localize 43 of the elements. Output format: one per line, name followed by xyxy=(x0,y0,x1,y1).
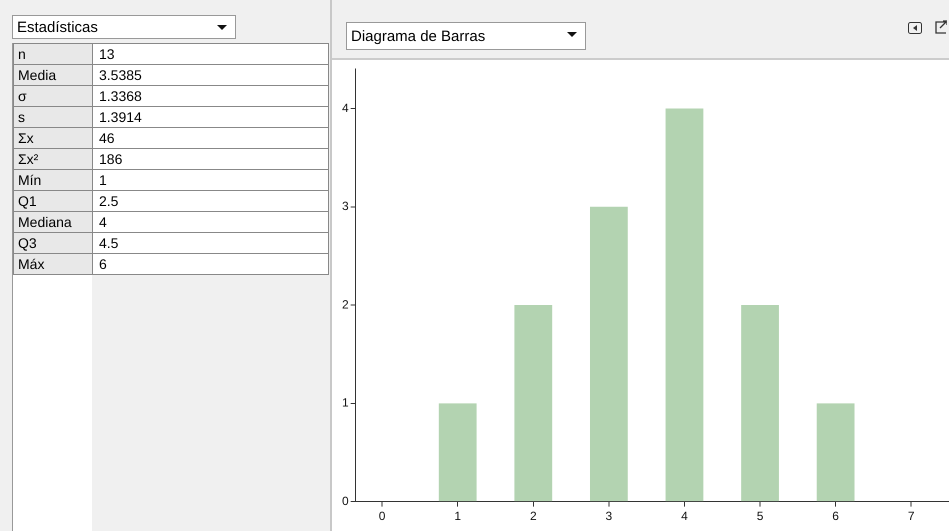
text: 1 xyxy=(92,170,328,190)
text: 2.5 xyxy=(92,190,328,212)
text: 46 xyxy=(92,128,328,148)
text: Estadísticas xyxy=(17,19,98,36)
text: σ xyxy=(14,86,92,106)
x-tick-label: 1 xyxy=(454,509,462,524)
bar xyxy=(666,108,704,502)
x-tick-label: 5 xyxy=(756,509,764,524)
y-tick-label: 3 xyxy=(342,199,349,214)
text: 1.3368 xyxy=(92,86,328,106)
bar xyxy=(514,305,552,502)
text: 1.3914 xyxy=(92,106,328,128)
text: s xyxy=(14,106,92,128)
text: n xyxy=(14,44,92,64)
y-tick-label: 1 xyxy=(342,396,349,410)
x-tick-label: 7 xyxy=(908,509,915,524)
text: 186 xyxy=(92,148,328,170)
text: Máx xyxy=(14,254,92,274)
chart-title: Diagrama de Barras xyxy=(351,28,486,45)
y-tick-label: 0 xyxy=(342,494,349,508)
text: 4.5 xyxy=(92,232,328,254)
text: Mín xyxy=(14,170,92,190)
x-tick-label: 4 xyxy=(681,509,688,524)
bar xyxy=(741,305,779,502)
text: Media xyxy=(14,64,92,86)
text: Σx² xyxy=(14,148,92,170)
y-tick-label: 4 xyxy=(342,100,349,115)
text: 3.5385 xyxy=(92,64,328,86)
x-tick-label: 3 xyxy=(606,509,613,524)
text: 13 xyxy=(92,44,328,64)
text: Q1 xyxy=(14,190,92,212)
text: 6 xyxy=(92,254,328,274)
y-tick-label: 2 xyxy=(342,297,349,312)
bar xyxy=(438,403,477,502)
bar xyxy=(816,403,855,502)
text: Q3 xyxy=(14,232,92,254)
text: Σx xyxy=(14,128,92,148)
x-tick-label: 6 xyxy=(832,509,840,524)
bar xyxy=(590,206,628,502)
text: 4 xyxy=(92,212,328,232)
text: Mediana xyxy=(14,212,92,232)
x-tick-label: 0 xyxy=(378,509,386,524)
x-tick-label: 2 xyxy=(530,509,537,524)
